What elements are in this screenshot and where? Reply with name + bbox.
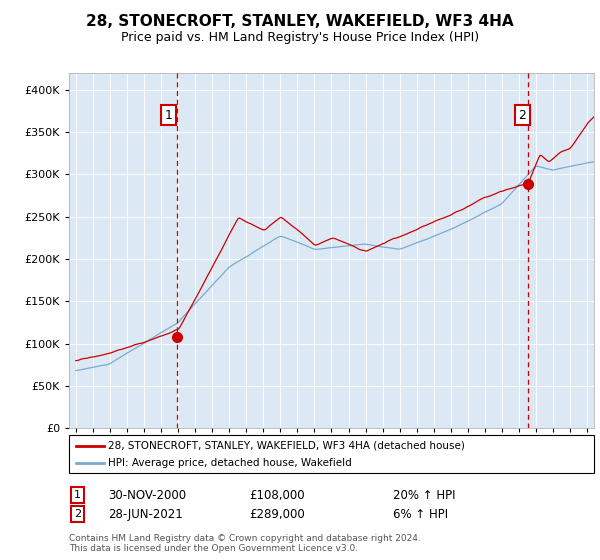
Text: 20% ↑ HPI: 20% ↑ HPI [393, 488, 455, 502]
Text: 1: 1 [74, 490, 81, 500]
Text: Price paid vs. HM Land Registry's House Price Index (HPI): Price paid vs. HM Land Registry's House … [121, 31, 479, 44]
Text: 28-JUN-2021: 28-JUN-2021 [108, 507, 183, 521]
Text: £108,000: £108,000 [249, 488, 305, 502]
Text: 28, STONECROFT, STANLEY, WAKEFIELD, WF3 4HA: 28, STONECROFT, STANLEY, WAKEFIELD, WF3 … [86, 14, 514, 29]
Text: 1: 1 [164, 109, 172, 122]
Text: 2: 2 [518, 109, 526, 122]
Text: HPI: Average price, detached house, Wakefield: HPI: Average price, detached house, Wake… [108, 458, 352, 468]
Text: Contains HM Land Registry data © Crown copyright and database right 2024.
This d: Contains HM Land Registry data © Crown c… [69, 534, 421, 553]
Text: 30-NOV-2000: 30-NOV-2000 [108, 488, 186, 502]
Text: £289,000: £289,000 [249, 507, 305, 521]
Text: 2: 2 [74, 509, 81, 519]
Text: 6% ↑ HPI: 6% ↑ HPI [393, 507, 448, 521]
Text: 28, STONECROFT, STANLEY, WAKEFIELD, WF3 4HA (detached house): 28, STONECROFT, STANLEY, WAKEFIELD, WF3 … [108, 441, 465, 451]
